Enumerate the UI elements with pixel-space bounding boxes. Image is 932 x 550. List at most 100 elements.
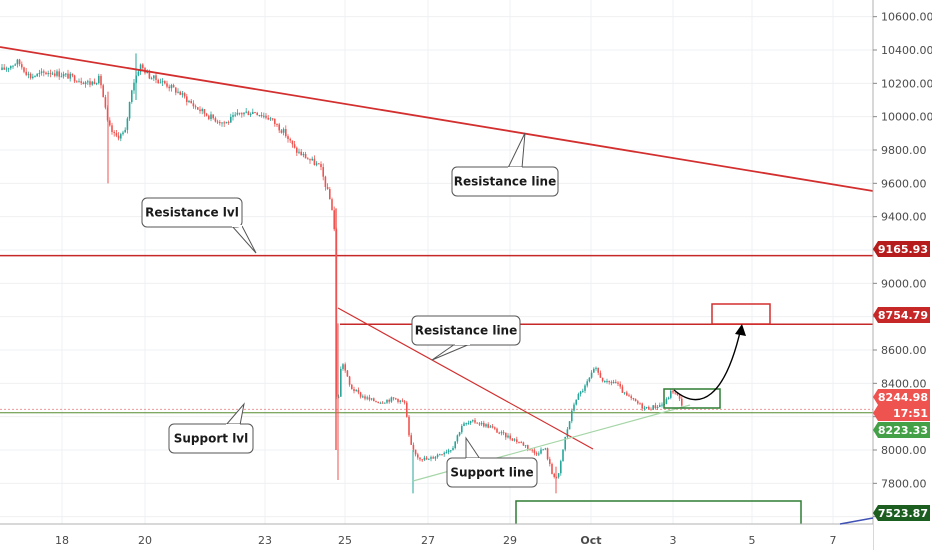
candle-body	[313, 158, 316, 165]
candle-body	[175, 87, 177, 93]
price-axis-background	[873, 0, 932, 550]
candle-body	[54, 73, 56, 76]
candle-body	[476, 422, 478, 424]
callout-label: Support line	[450, 466, 533, 480]
price-tick-label: 10600.00	[881, 11, 932, 24]
candle-body	[337, 396, 340, 398]
candle-body	[150, 78, 153, 80]
candle-body	[104, 97, 107, 108]
candle-body	[645, 406, 648, 408]
candle-body	[436, 454, 439, 457]
candle-body	[98, 75, 100, 84]
candle-body	[447, 450, 450, 453]
candle-body	[289, 139, 291, 141]
candle-body	[225, 121, 228, 124]
candle-body	[34, 76, 36, 78]
candle-body	[568, 421, 571, 430]
candle-body	[368, 397, 371, 400]
candle-body	[139, 64, 142, 72]
candle-body	[142, 64, 144, 68]
candle-body	[480, 422, 483, 425]
candle-body	[681, 398, 683, 406]
candle-body	[678, 395, 681, 399]
price-tick-label: 7800.00	[881, 477, 927, 490]
candle-body	[71, 73, 74, 76]
candle-body	[551, 463, 553, 474]
candle-body	[287, 136, 289, 140]
candle-body	[445, 452, 448, 454]
candle-body	[318, 163, 320, 165]
candle-body	[254, 112, 256, 114]
price-tag-label: 9165.93	[878, 243, 928, 256]
candle-body	[10, 66, 12, 69]
candle-body	[115, 133, 118, 136]
candle-body	[582, 390, 584, 392]
price-tags: 9165.93 8754.79 8244.98 17:51 8223.33 7523.87	[873, 241, 930, 521]
candle-body	[502, 432, 505, 434]
candle-body	[667, 397, 670, 400]
candle-body	[608, 380, 610, 383]
overlay-drawings: Resistance line Resistance lvl Resistance …	[0, 46, 874, 532]
candle-body	[656, 407, 659, 409]
candle-body	[630, 396, 632, 399]
candle-body	[654, 405, 657, 409]
price-tag-background	[873, 307, 930, 323]
candle-body	[267, 117, 269, 120]
candle-body	[604, 381, 606, 383]
candle-body	[109, 120, 111, 126]
candle-body	[353, 389, 355, 392]
candle-body	[522, 442, 525, 446]
candle-body	[256, 112, 258, 116]
target-zone-box	[711, 303, 771, 325]
candle-body	[304, 154, 307, 159]
candle-body	[500, 432, 503, 434]
candle-body	[423, 457, 426, 460]
candle-body	[234, 114, 236, 116]
callout-support-lvl: Support lvl	[168, 402, 254, 454]
candle-body	[494, 427, 496, 429]
candle-body	[573, 404, 575, 411]
callout-tail	[431, 343, 471, 361]
candle-body	[300, 151, 302, 156]
candle-body	[401, 400, 404, 402]
time-tick-label: 20	[138, 534, 152, 547]
time-tick-label: 25	[338, 534, 352, 547]
candle-body	[89, 81, 91, 85]
callout-label: Resistance line	[415, 324, 518, 338]
candle-body	[194, 106, 197, 108]
price-tag-label: 8754.79	[878, 309, 928, 322]
candle-body	[197, 107, 199, 110]
candle-body	[298, 151, 300, 153]
candle-body	[36, 73, 38, 77]
candle-body	[637, 401, 639, 404]
price-tag-background	[873, 422, 930, 438]
candle-body	[456, 435, 459, 442]
candle-body	[641, 403, 643, 409]
time-tick-label: 7	[830, 534, 837, 547]
candle-body	[472, 420, 474, 422]
candle-body	[91, 81, 93, 85]
candle-body	[111, 125, 113, 132]
price-tick-label: 9000.00	[881, 277, 927, 290]
candle-body	[417, 454, 419, 458]
candle-body	[355, 389, 357, 392]
candle-body	[560, 461, 562, 474]
candle-body	[384, 402, 386, 404]
level-lines	[0, 254, 873, 531]
candle-body	[208, 115, 210, 120]
callout-box	[446, 457, 538, 488]
candle-body	[617, 382, 619, 384]
candle-body	[168, 86, 170, 89]
candle-body	[157, 79, 159, 84]
candle-body	[45, 72, 47, 75]
candle-body	[485, 424, 487, 427]
candle-body	[513, 439, 516, 441]
candle-body	[375, 401, 377, 403]
candle-body	[439, 454, 441, 456]
candle-body	[333, 210, 335, 230]
candle-body	[269, 118, 272, 120]
candle-body	[40, 71, 43, 73]
candle-body	[586, 381, 588, 386]
candle-body	[128, 101, 131, 119]
